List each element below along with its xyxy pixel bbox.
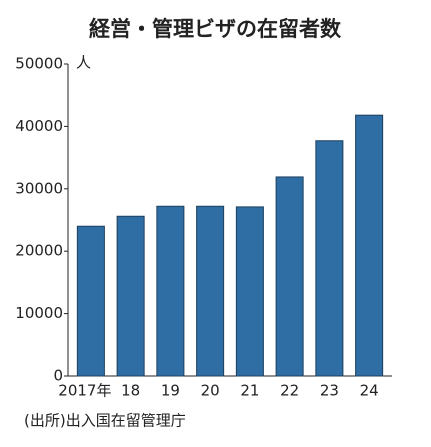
bar <box>275 176 304 377</box>
x-tick-label: 23 <box>320 382 339 400</box>
bar <box>116 215 145 377</box>
x-tick-label: 21 <box>240 382 259 400</box>
y-tick-label: 40000 <box>15 117 63 135</box>
x-tick-label: 24 <box>360 382 379 400</box>
x-tick-label: 22 <box>280 382 299 400</box>
y-tick-label: 20000 <box>15 242 63 260</box>
x-tick-label: 18 <box>121 382 140 400</box>
x-tick-label: 2017年 <box>58 382 111 400</box>
y-tick-label: 10000 <box>15 304 63 322</box>
y-tick-label: 50000 <box>15 55 63 73</box>
y-unit: 人 <box>76 54 91 72</box>
x-tick-label: 19 <box>161 382 180 400</box>
source: (出所)出入国在留管理庁 <box>24 412 186 430</box>
bar <box>196 205 225 377</box>
bar <box>355 114 384 377</box>
x-tick-label: 20 <box>201 382 220 400</box>
y-tick-label: 30000 <box>15 179 63 197</box>
bar <box>315 140 344 377</box>
bar <box>156 205 185 377</box>
bar <box>76 225 105 377</box>
chart-title: 経営・管理ビザの在留者数 <box>89 17 342 41</box>
bar <box>235 206 264 377</box>
y-tick-label: 0 <box>53 367 63 385</box>
